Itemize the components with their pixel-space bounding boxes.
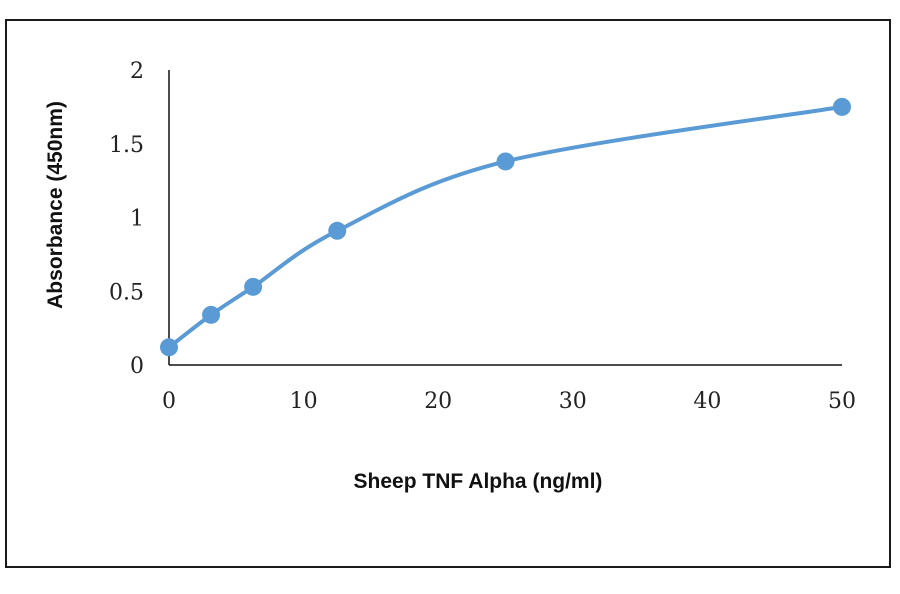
data-point xyxy=(160,338,178,357)
x-tick-label: 40 xyxy=(693,389,721,414)
x-tick-label: 30 xyxy=(559,389,587,414)
data-point xyxy=(202,305,221,324)
chart-frame xyxy=(5,19,891,568)
series-line xyxy=(167,104,844,350)
x-tick-label: 10 xyxy=(290,389,318,414)
x-tick-label: 50 xyxy=(828,389,856,414)
x-axis-title: Sheep TNF Alpha (ng/ml) xyxy=(354,470,603,493)
data-point xyxy=(244,277,263,296)
y-axis-title: Absorbance (450nm) xyxy=(44,101,67,309)
x-tick-labels: 0 10 20 30 40 50 xyxy=(162,389,856,414)
y-tick-label: 0.5 xyxy=(109,280,144,305)
data-point xyxy=(328,221,347,240)
x-tick-label: 0 xyxy=(162,389,176,414)
data-points xyxy=(160,97,851,357)
x-tick-label: 20 xyxy=(424,389,452,414)
data-point xyxy=(496,152,515,171)
y-tick-label: 1.5 xyxy=(109,133,144,158)
data-point xyxy=(833,97,851,116)
y-tick-labels: 0 0.5 1 1.5 2 xyxy=(109,59,144,379)
y-tick-label: 1 xyxy=(130,207,144,232)
y-tick-label: 0 xyxy=(130,354,144,379)
y-tick-label: 2 xyxy=(130,59,144,84)
